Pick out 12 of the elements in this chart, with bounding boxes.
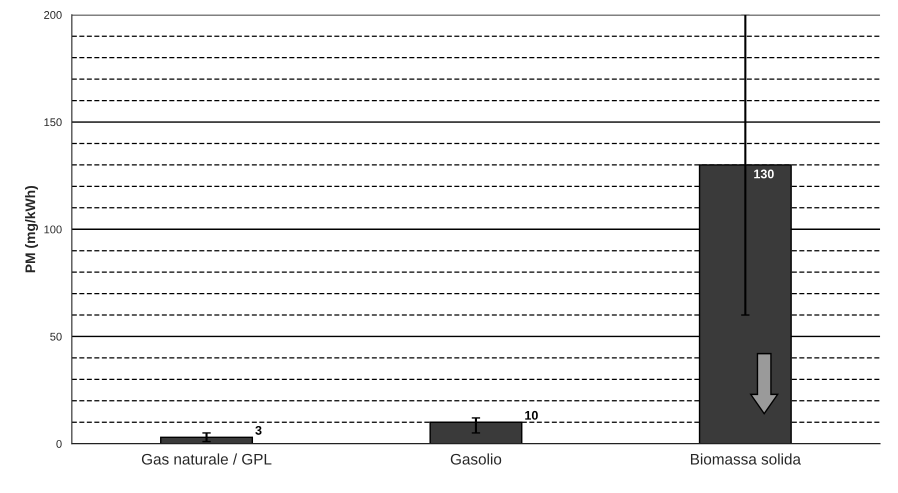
x-tick-label: Gas naturale / GPL xyxy=(142,453,272,465)
x-tick-label: Gasolio xyxy=(450,453,502,465)
data-label: 10 xyxy=(525,410,538,420)
y-tick-label: 0 xyxy=(56,440,62,448)
y-tick-label: 200 xyxy=(44,11,62,19)
x-tick-label: Biomassa solida xyxy=(690,453,801,465)
y-tick-label: 50 xyxy=(50,332,62,341)
y-tick-label: 150 xyxy=(44,118,62,126)
y-tick-label: 100 xyxy=(44,226,62,234)
data-label: 3 xyxy=(255,426,262,435)
data-label: 130 xyxy=(754,170,774,178)
y-axis-title: PM (mg/kWh) xyxy=(25,186,38,272)
